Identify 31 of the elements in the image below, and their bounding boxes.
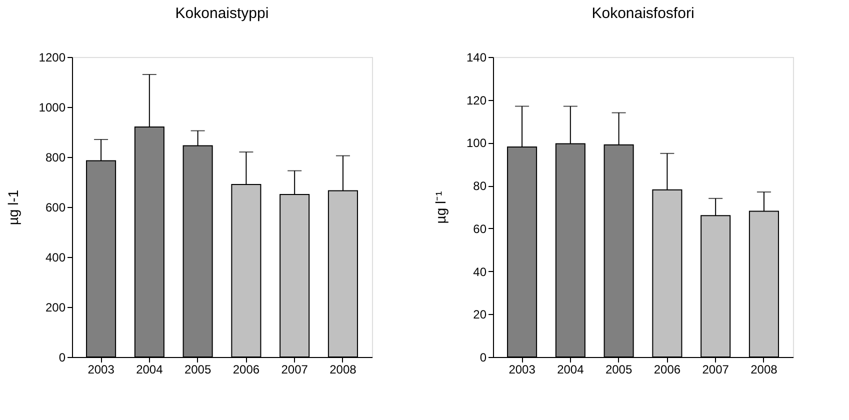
y-tick-label: 0	[58, 350, 66, 364]
chart-title: Kokonaisfosfori	[592, 5, 694, 22]
y-tick-label: 20	[473, 308, 487, 322]
y-tick-label: 1000	[38, 100, 66, 114]
y-tick-label: 400	[45, 250, 66, 264]
y-tick-label: 0	[480, 350, 487, 364]
x-tick-label: 2004	[557, 362, 584, 376]
x-tick-label: 2006	[654, 362, 681, 376]
y-tick-label: 100	[466, 136, 487, 150]
y-tick-label: 80	[473, 179, 487, 194]
y-tick-label: 800	[45, 150, 66, 164]
x-tick-label: 2004	[136, 362, 164, 376]
x-tick-label: 2005	[184, 362, 212, 376]
y-axis-title: µg l⁻¹	[432, 190, 448, 224]
x-tick-label: 2006	[232, 362, 260, 376]
chart-title: Kokonaistyppi	[175, 5, 269, 22]
y-tick-label: 140	[466, 50, 487, 64]
x-tick-label: 2008	[750, 362, 778, 376]
x-tick-label: 2005	[605, 362, 632, 376]
x-tick-label: 2007	[702, 362, 730, 376]
x-tick-label: 2003	[88, 362, 115, 376]
y-tick-label: 600	[45, 200, 66, 214]
y-tick-label: 60	[473, 222, 487, 236]
y-tick-label: 1200	[38, 50, 66, 64]
x-tick-label: 2008	[330, 362, 357, 376]
y-axis-title: µg l-1	[4, 190, 21, 226]
x-tick-label: 2007	[281, 362, 308, 376]
y-tick-label: 120	[466, 93, 487, 108]
y-tick-label: 200	[45, 300, 66, 314]
x-tick-label: 2003	[508, 362, 536, 376]
y-tick-label: 40	[473, 264, 487, 279]
